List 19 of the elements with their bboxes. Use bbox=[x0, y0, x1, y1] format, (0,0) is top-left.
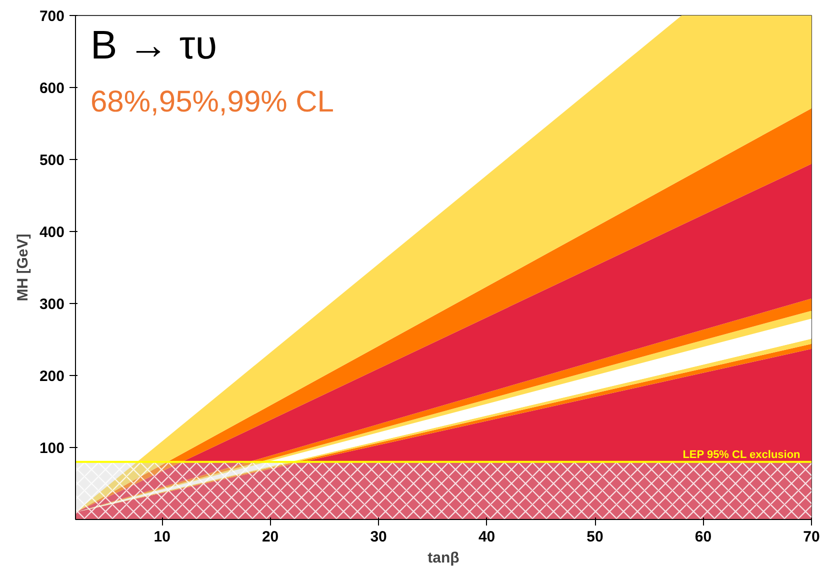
y-tick-label: 200 bbox=[39, 368, 65, 385]
y-tick-label: 500 bbox=[39, 152, 65, 169]
x-axis-title: tanβ bbox=[428, 550, 460, 566]
y-axis-title: MH [GeV] bbox=[14, 234, 32, 302]
x-tick-label: 50 bbox=[586, 528, 604, 546]
annotation: B → τυ bbox=[90, 24, 218, 68]
y-tick-label: 100 bbox=[39, 440, 65, 457]
y-tick-label: 300 bbox=[39, 296, 65, 313]
annotation: 68%,95%,99% CL bbox=[90, 86, 334, 118]
x-tick-label: 30 bbox=[370, 528, 387, 546]
x-tick-label: 10 bbox=[154, 528, 170, 546]
x-tick-label: 20 bbox=[262, 528, 279, 546]
y-tick-label: 700 bbox=[39, 8, 65, 25]
x-tick-label: 70 bbox=[803, 528, 820, 546]
y-tick-label: 400 bbox=[39, 224, 65, 241]
ref-line-label: LEP 95% CL exclusion bbox=[682, 448, 801, 461]
x-tick-label: 60 bbox=[694, 528, 712, 546]
x-tick-label: 40 bbox=[478, 528, 496, 546]
y-tick-label: 600 bbox=[39, 80, 65, 97]
